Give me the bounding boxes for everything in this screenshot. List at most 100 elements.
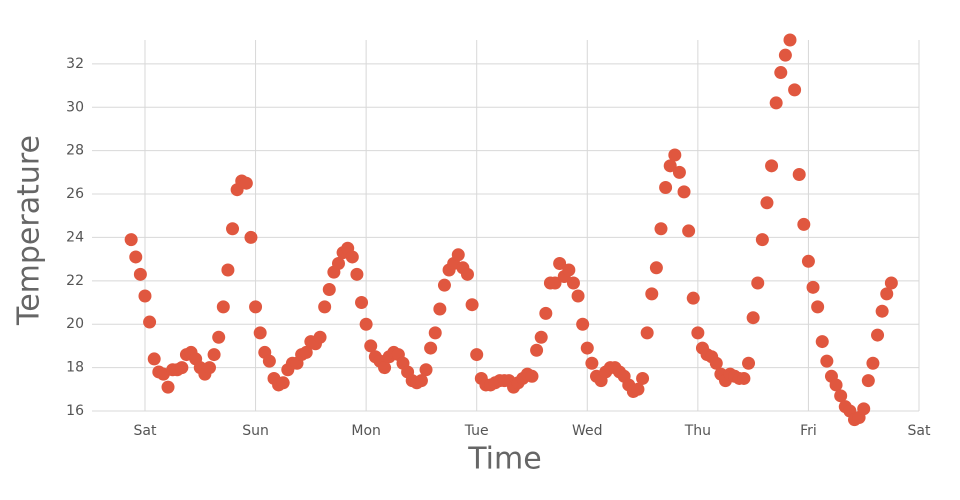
point <box>788 83 802 97</box>
point <box>313 330 327 344</box>
point <box>530 343 544 357</box>
point <box>138 289 152 303</box>
point <box>765 159 779 173</box>
point <box>129 250 143 264</box>
point <box>857 402 871 416</box>
point <box>576 317 590 331</box>
point <box>640 326 654 340</box>
point <box>769 96 783 110</box>
point <box>433 302 447 316</box>
point <box>797 217 811 231</box>
y-tick-label: 24 <box>66 229 84 245</box>
point <box>345 250 359 264</box>
point <box>548 276 562 290</box>
x-tick-label: Sat <box>133 423 156 439</box>
point <box>331 256 345 270</box>
point <box>161 380 175 394</box>
point <box>778 48 792 62</box>
point <box>143 315 157 329</box>
point <box>672 165 686 179</box>
point <box>783 33 797 47</box>
point <box>451 248 465 262</box>
y-tick-label: 30 <box>66 99 84 115</box>
point <box>663 159 677 173</box>
point <box>742 356 756 370</box>
point <box>866 356 880 370</box>
point <box>709 356 723 370</box>
point <box>359 317 373 331</box>
point <box>465 298 479 312</box>
point <box>318 300 332 314</box>
point <box>437 278 451 292</box>
point <box>124 233 138 247</box>
point <box>815 335 829 349</box>
point <box>659 181 673 195</box>
point <box>806 280 820 294</box>
point <box>811 300 825 314</box>
point <box>216 300 230 314</box>
y-tick-label: 16 <box>66 403 84 419</box>
point <box>834 389 848 403</box>
point <box>792 168 806 182</box>
point <box>525 369 539 383</box>
point <box>820 354 834 368</box>
point <box>760 196 774 210</box>
x-tick-label: Thu <box>684 423 711 439</box>
y-tick-label: 28 <box>66 143 84 159</box>
point <box>424 341 438 355</box>
point <box>239 176 253 190</box>
point <box>553 256 567 270</box>
point <box>207 348 221 362</box>
point <box>677 185 691 199</box>
x-tick-label: Tue <box>464 423 489 439</box>
point <box>755 233 769 247</box>
x-tick-label: Sun <box>242 423 269 439</box>
point <box>253 326 267 340</box>
point <box>299 345 313 359</box>
point <box>880 287 894 301</box>
point <box>668 148 682 162</box>
point <box>221 263 235 277</box>
point <box>378 361 392 375</box>
point <box>539 306 553 320</box>
point <box>276 376 290 390</box>
point <box>571 289 585 303</box>
point <box>884 276 898 290</box>
point <box>419 363 433 377</box>
point <box>774 66 788 80</box>
x-tick-label: Fri <box>800 423 817 439</box>
point <box>751 276 765 290</box>
point <box>861 374 875 388</box>
point <box>746 311 760 325</box>
point <box>226 222 240 236</box>
point <box>562 263 576 277</box>
point <box>875 304 889 318</box>
point <box>414 374 428 388</box>
point <box>262 354 276 368</box>
point <box>249 300 263 314</box>
point <box>175 361 189 375</box>
point <box>322 283 336 297</box>
point <box>871 328 885 342</box>
point <box>649 261 663 275</box>
point <box>631 382 645 396</box>
point <box>470 348 484 362</box>
point <box>737 371 751 385</box>
point <box>350 267 364 281</box>
x-axis-title: Time <box>467 442 541 477</box>
x-tick-label: Wed <box>572 423 603 439</box>
point <box>364 339 378 353</box>
point <box>580 341 594 355</box>
x-tick-label: Mon <box>351 423 381 439</box>
point <box>566 276 580 290</box>
point <box>202 361 216 375</box>
point <box>355 296 369 310</box>
point <box>212 330 226 344</box>
y-tick-label: 32 <box>66 56 84 72</box>
point <box>654 222 668 236</box>
point <box>534 330 548 344</box>
point <box>460 267 474 281</box>
point <box>636 371 650 385</box>
point <box>829 378 843 392</box>
